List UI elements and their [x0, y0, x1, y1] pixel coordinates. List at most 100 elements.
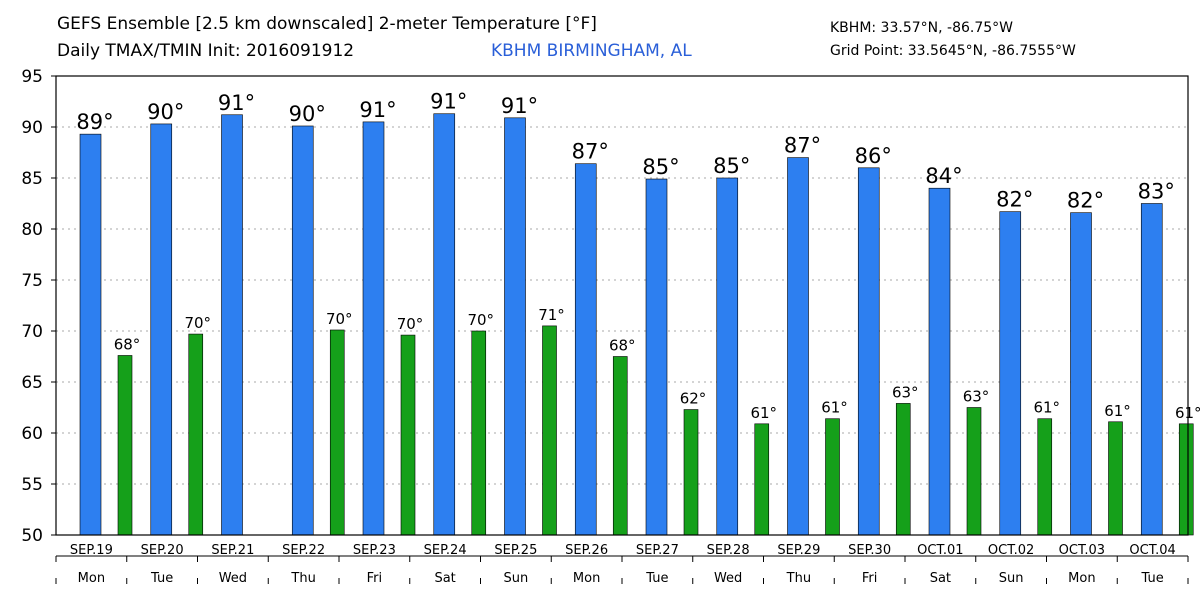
plot-frame [55, 75, 1189, 536]
y-tick-label: 95 [21, 67, 43, 87]
tmin-bar [1178, 423, 1194, 536]
tmin-label: 70° [397, 315, 424, 333]
tmax-bar [645, 178, 668, 536]
station-coordinates: KBHM: 33.57°N, -86.75°W [830, 20, 1013, 36]
weekday-label: Fri [367, 571, 383, 586]
y-tick-label: 90 [21, 118, 43, 138]
tmin-bar [683, 409, 699, 536]
tmax-bar [1070, 212, 1092, 536]
tmin-bar [117, 355, 133, 536]
chart-title: GEFS Ensemble [2.5 km downscaled] 2-mete… [57, 14, 597, 34]
weekday-label: Fri [862, 571, 878, 586]
date-label: OCT.01 [917, 543, 963, 558]
tmin-label: 61° [821, 399, 848, 417]
weekday-label: Tue [150, 571, 173, 586]
y-tick-label: 50 [21, 526, 43, 546]
grid-point-coordinates: Grid Point: 33.5645°N, -86.7555°W [830, 43, 1076, 59]
date-label: SEP.28 [707, 543, 750, 558]
date-label: SEP.22 [282, 543, 325, 558]
tmax-label: 89° [76, 110, 113, 134]
tmin-label: 61° [1104, 402, 1131, 420]
tmin-label: 70° [326, 310, 353, 328]
tmin-bar [329, 329, 345, 536]
tmin-label: 61° [750, 404, 777, 422]
date-label: SEP.24 [424, 543, 467, 558]
tmin-label: 68° [609, 337, 636, 355]
weekday-label: Sat [930, 571, 951, 586]
tmin-label: 68° [114, 335, 141, 353]
weekday-label: Sun [999, 571, 1024, 586]
y-tick-label: 60 [21, 424, 43, 444]
tmax-bar [999, 211, 1022, 536]
weekday-label: Sun [504, 571, 529, 586]
date-label: SEP.23 [353, 543, 396, 558]
date-label: SEP.19 [70, 543, 113, 558]
tmin-label: 62° [680, 390, 707, 408]
tmax-bar [362, 121, 385, 536]
tmin-label: 71° [538, 306, 565, 324]
weekday-label: Thu [786, 571, 811, 586]
tmin-bar [754, 423, 770, 536]
tmin-bar [542, 325, 557, 536]
tmin-label: 70° [467, 311, 494, 329]
y-tick-label: 75 [21, 271, 43, 291]
tmin-label: 63° [892, 383, 919, 401]
weekday-label: Mon [1068, 571, 1095, 586]
y-tick-label: 80 [21, 220, 43, 240]
tmax-label: 91° [430, 90, 467, 114]
date-label: OCT.03 [1059, 543, 1105, 558]
date-label: SEP.27 [636, 543, 679, 558]
tmin-bar [400, 334, 416, 536]
tmax-label: 87° [784, 134, 821, 158]
tmin-label: 70° [184, 314, 211, 332]
tmax-label: 83° [1138, 180, 1175, 204]
weekday-label: Tue [645, 571, 668, 586]
init-subtitle: Daily TMAX/TMIN Init: 2016091912 [57, 41, 355, 61]
station-name: KBHM BIRMINGHAM, AL [491, 41, 692, 61]
tmax-label: 91° [359, 98, 396, 122]
weekday-label: Mon [573, 571, 600, 586]
tmax-bar [504, 117, 526, 536]
tmax-label: 84° [925, 164, 962, 188]
tmax-bar [79, 133, 102, 536]
tmax-label: 87° [572, 140, 609, 164]
date-label: OCT.04 [1129, 543, 1175, 558]
date-label: SEP.29 [777, 543, 820, 558]
tmax-label: 85° [642, 155, 679, 179]
tmax-label: 86° [855, 144, 892, 168]
tmin-bar [966, 407, 982, 536]
date-label: SEP.26 [565, 543, 608, 558]
tmax-bar [928, 187, 951, 536]
tmax-bar [574, 163, 597, 536]
tmax-bar [716, 177, 739, 536]
tmin-label: 63° [963, 388, 990, 406]
tmax-bar [433, 113, 456, 536]
tmax-bar [1140, 203, 1163, 536]
tmin-bar [825, 418, 840, 536]
tmax-label: 91° [218, 91, 255, 115]
tmax-label: 91° [501, 94, 538, 118]
date-label: SEP.25 [494, 543, 537, 558]
date-label: SEP.21 [211, 543, 254, 558]
weekday-label: Tue [1141, 571, 1164, 586]
tmax-bar [221, 114, 243, 536]
tmax-label: 90° [147, 100, 184, 124]
date-label: SEP.20 [141, 543, 184, 558]
tmax-label: 82° [1067, 189, 1104, 213]
y-tick-label: 55 [21, 475, 43, 495]
tmin-bar [471, 330, 487, 536]
tmin-bar [188, 333, 204, 536]
weekday-label: Wed [219, 571, 247, 586]
tmax-bar [857, 167, 880, 536]
tmax-label: 90° [289, 102, 326, 126]
tmax-bar [787, 157, 809, 536]
date-label: OCT.02 [988, 543, 1034, 558]
weekday-label: Sat [434, 571, 455, 586]
tmin-bar [1037, 418, 1053, 536]
tmin-label: 61° [1033, 399, 1060, 417]
tmax-bar [291, 125, 314, 536]
tmax-bar [150, 123, 173, 536]
y-tick-label: 65 [21, 373, 43, 393]
tmax-label: 85° [713, 154, 750, 178]
